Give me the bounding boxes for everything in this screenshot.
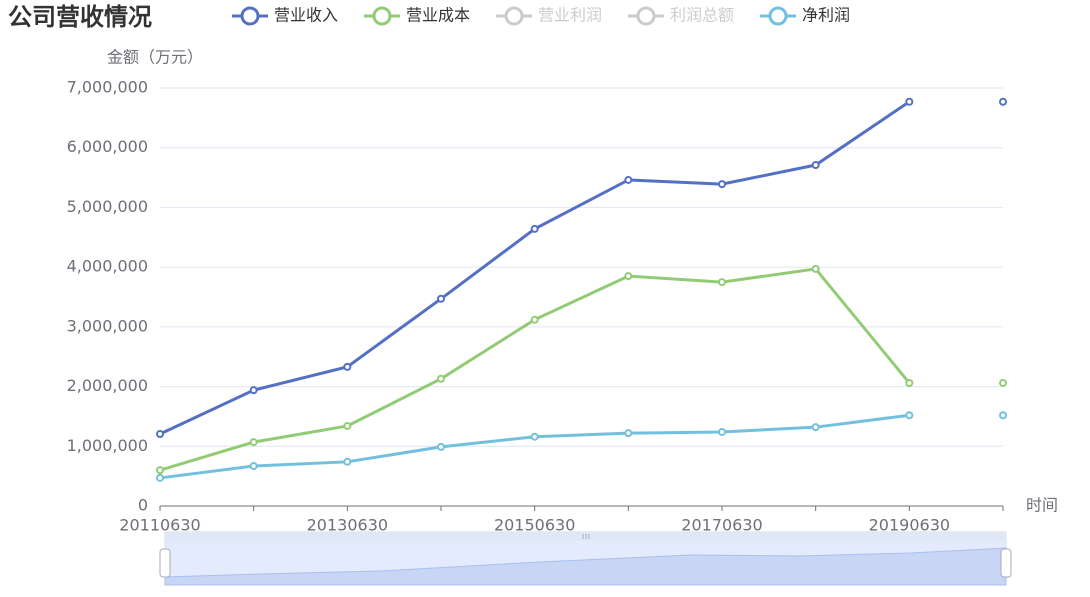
legend-marker[interactable] bbox=[636, 6, 656, 26]
point bbox=[999, 411, 1007, 420]
point bbox=[437, 374, 445, 383]
point bbox=[811, 264, 820, 273]
y-axis-label: 金额（万元） bbox=[107, 48, 203, 67]
point bbox=[624, 429, 633, 438]
point bbox=[437, 294, 445, 303]
point bbox=[343, 421, 352, 430]
point bbox=[156, 466, 164, 475]
point bbox=[624, 272, 633, 281]
x-tick-label: 20110630 bbox=[119, 516, 200, 535]
x-tick-label: 20130630 bbox=[307, 516, 388, 535]
point bbox=[530, 432, 539, 441]
point bbox=[624, 175, 633, 184]
y-tick-label: 4,000,000 bbox=[67, 257, 148, 276]
y-tick-label: 3,000,000 bbox=[67, 316, 148, 335]
point bbox=[811, 423, 820, 432]
point bbox=[530, 315, 539, 324]
chart-title: 公司营收情况 bbox=[8, 3, 152, 31]
point bbox=[343, 362, 352, 371]
point bbox=[249, 386, 258, 395]
point bbox=[905, 97, 914, 106]
legend-label[interactable]: 营业利润 bbox=[538, 6, 602, 25]
y-tick-label: 6,000,000 bbox=[67, 137, 148, 156]
legend-marker[interactable] bbox=[504, 6, 524, 26]
point bbox=[999, 97, 1007, 106]
y-tick-label: 7,000,000 bbox=[67, 78, 148, 97]
point bbox=[343, 457, 352, 466]
point bbox=[156, 429, 164, 438]
legend-label[interactable]: 营业成本 bbox=[406, 6, 470, 25]
x-tick-label: 20190630 bbox=[869, 516, 950, 535]
legend-marker[interactable] bbox=[240, 6, 260, 26]
point bbox=[156, 473, 164, 482]
x-axis-label: 时间 bbox=[1026, 496, 1058, 515]
y-tick-label: 0 bbox=[138, 496, 148, 515]
point bbox=[437, 442, 445, 451]
legend-label[interactable]: 营业收入 bbox=[274, 6, 338, 25]
point bbox=[905, 378, 914, 387]
point bbox=[811, 161, 820, 170]
x-tick-label: 20170630 bbox=[681, 516, 762, 535]
point bbox=[530, 224, 539, 233]
point bbox=[718, 278, 726, 287]
x-tick-label: 20150630 bbox=[494, 516, 575, 535]
y-tick-label: 5,000,000 bbox=[67, 197, 148, 216]
point bbox=[718, 427, 726, 436]
point bbox=[905, 411, 914, 420]
y-tick-label: 1,000,000 bbox=[67, 436, 148, 455]
legend-marker[interactable] bbox=[768, 6, 788, 26]
data-zoom[interactable] bbox=[159, 531, 1012, 586]
point bbox=[249, 438, 258, 447]
zoom-handle[interactable] bbox=[1000, 548, 1012, 578]
zoom-shadow bbox=[164, 547, 1007, 586]
line bbox=[159, 100, 911, 436]
point bbox=[718, 180, 726, 189]
point bbox=[249, 461, 258, 470]
zoom-handle[interactable] bbox=[159, 548, 171, 578]
legend-label[interactable]: 利润总额 bbox=[670, 6, 734, 25]
point bbox=[999, 378, 1007, 387]
legend-marker[interactable] bbox=[372, 6, 392, 26]
legend-label[interactable]: 净利润 bbox=[802, 6, 850, 25]
y-tick-label: 2,000,000 bbox=[67, 376, 148, 395]
zoom-grip bbox=[582, 534, 590, 539]
